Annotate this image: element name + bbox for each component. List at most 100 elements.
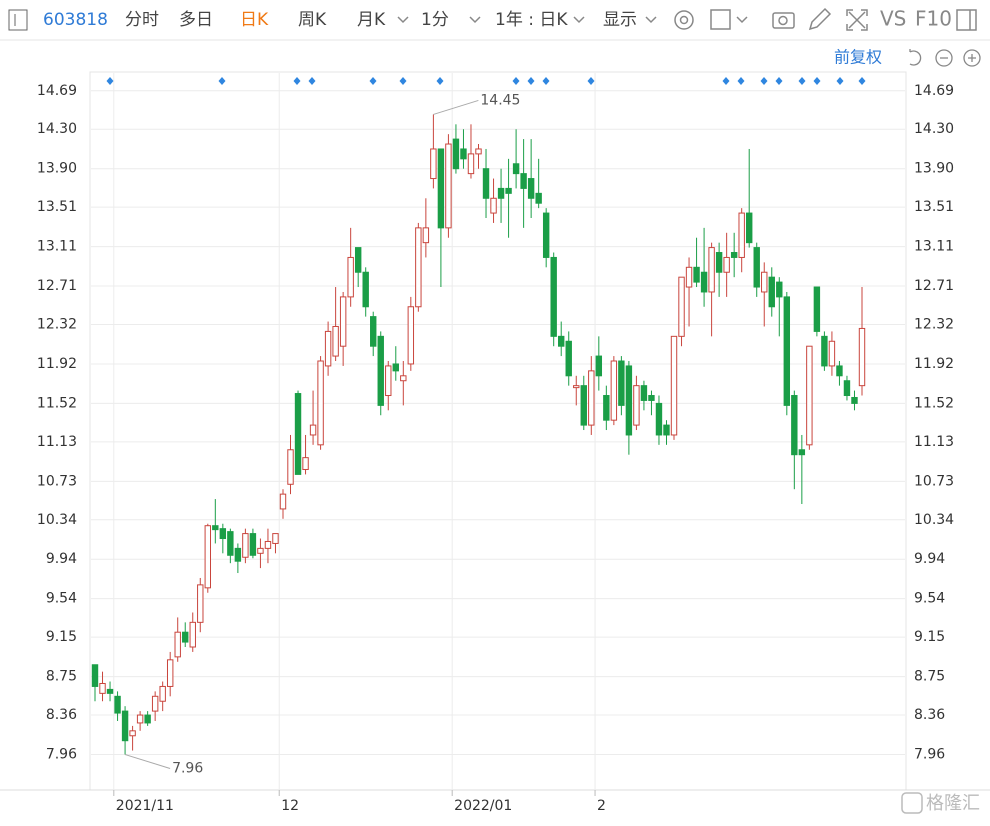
event-marker — [399, 77, 407, 85]
event-marker — [512, 77, 520, 85]
y-tick-label: 12.32 — [37, 317, 77, 333]
candle-body — [475, 148, 482, 155]
candle-body — [324, 330, 332, 367]
camera-lens — [778, 15, 788, 26]
y-tick-label-right: 9.54 — [914, 591, 945, 607]
candle-body — [430, 148, 437, 180]
y-tick-label-right: 12.32 — [914, 317, 954, 333]
fullscreen-icon[interactable] — [846, 9, 868, 31]
panel-icon[interactable] — [956, 9, 977, 31]
candle-body — [505, 187, 512, 194]
candle-body — [738, 212, 745, 258]
candle-body — [573, 385, 580, 389]
settings-icon[interactable] — [674, 10, 694, 30]
zoom-out-icon[interactable] — [935, 49, 953, 67]
y-tick-label: 9.94 — [46, 551, 77, 567]
vs-button[interactable]: VS — [880, 7, 906, 31]
x-tick-label: 12 — [281, 798, 299, 814]
y-tick-label-right: 10.34 — [914, 512, 954, 528]
y-tick-label: 11.52 — [37, 395, 77, 411]
candle-body — [542, 212, 550, 258]
y-tick-label-right: 13.11 — [914, 239, 954, 255]
candle-body — [851, 396, 858, 404]
dropdown[interactable]: 1年 : 日K — [495, 10, 568, 30]
stock-code[interactable]: 603818 — [43, 10, 108, 30]
sidebar-toggle[interactable] — [8, 9, 28, 31]
candle-body — [798, 449, 806, 456]
camera-icon[interactable] — [772, 12, 795, 29]
annotation-label: 7.96 — [172, 760, 203, 776]
candle-body — [422, 227, 430, 244]
event-marker — [369, 77, 377, 85]
y-tick-label-right: 11.92 — [914, 356, 954, 372]
candle-body — [753, 247, 760, 288]
candle-body — [317, 360, 324, 446]
chevrons — [397, 16, 748, 24]
event-marker — [760, 77, 768, 85]
y-tick-label: 13.11 — [37, 239, 77, 255]
watermark-logo — [901, 792, 923, 814]
tab-active[interactable]: 日K — [240, 10, 269, 30]
color-icon[interactable] — [710, 9, 731, 30]
x-tick-label: 2 — [597, 798, 606, 814]
y-tick-label: 11.13 — [37, 434, 77, 450]
event-marker — [218, 77, 226, 85]
candle-body — [279, 493, 287, 510]
candle-body — [189, 621, 196, 648]
candle-body — [182, 631, 189, 643]
candle-body — [467, 153, 475, 175]
settings-icon-center — [679, 15, 689, 25]
dropdown[interactable]: 1分 — [421, 10, 449, 30]
event-marker — [722, 77, 730, 85]
reset-icon[interactable] — [909, 49, 922, 66]
candle-body — [460, 148, 467, 160]
tab[interactable]: 周K — [298, 10, 327, 30]
y-tick-label: 9.54 — [46, 591, 77, 607]
candle-body — [550, 256, 557, 337]
candle-body — [791, 395, 798, 456]
candle-body — [595, 355, 603, 377]
candle-body — [776, 281, 783, 298]
candle-body — [768, 276, 775, 308]
y-tick-label: 14.30 — [37, 121, 77, 137]
y-tick-label: 8.36 — [46, 707, 77, 723]
y-tick-label-right: 13.90 — [914, 161, 954, 177]
candle-body — [806, 345, 813, 446]
candle-body — [166, 659, 174, 687]
event-marker — [836, 77, 844, 85]
candle-body — [287, 449, 294, 485]
candle-body — [302, 457, 309, 470]
candle-body — [482, 168, 490, 199]
candle-body — [761, 271, 768, 293]
candle-body — [354, 247, 362, 273]
dropdown[interactable]: 显示 — [603, 10, 637, 30]
event-marker — [106, 77, 114, 85]
dropdown[interactable]: 月K — [357, 10, 386, 30]
candle-body — [257, 547, 264, 554]
candle-body — [821, 335, 828, 367]
y-tick-label: 14.69 — [37, 83, 77, 99]
y-tick-label: 10.34 — [37, 512, 77, 528]
draw-icon[interactable] — [808, 7, 832, 31]
adjust-mode[interactable]: 前复权 — [834, 48, 882, 67]
candle-body — [159, 685, 166, 702]
y-tick-label-right: 7.96 — [914, 746, 945, 762]
tab[interactable]: 分时 — [125, 10, 159, 30]
candle-body — [136, 714, 144, 724]
event-marker — [798, 77, 806, 85]
candle-body — [400, 375, 407, 382]
candle-body — [745, 212, 753, 244]
candle-body — [249, 533, 257, 556]
event-marker — [858, 77, 866, 85]
candle-body — [512, 163, 520, 175]
candle-body — [242, 533, 249, 558]
candle-body — [212, 525, 219, 531]
candle-body — [264, 540, 272, 549]
candle-body — [670, 335, 678, 436]
tab[interactable]: 多日 — [179, 10, 213, 30]
candle-body — [445, 143, 452, 229]
candle-body — [580, 385, 587, 426]
f10-button[interactable]: F10 — [915, 7, 952, 31]
zoom-in-icon[interactable] — [963, 49, 981, 67]
candle-body — [858, 327, 866, 387]
